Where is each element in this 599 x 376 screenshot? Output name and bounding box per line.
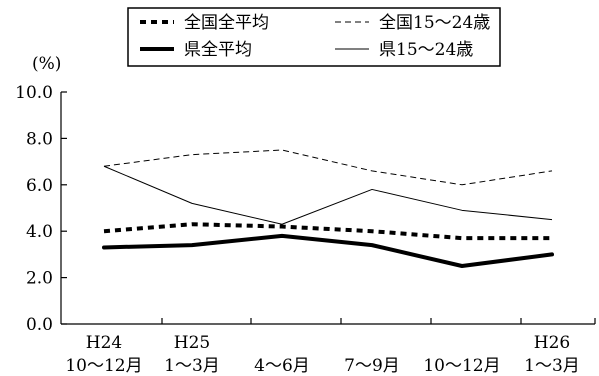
y-tick-label: 10.0: [15, 83, 53, 103]
series-line-3: [102, 233, 554, 268]
axes: 0.0 2.0 4.0 6.0 8.0 10.0: [15, 83, 596, 335]
x-tick-label-months: 10〜12月: [423, 356, 500, 376]
y-unit-label: (%): [32, 54, 61, 74]
legend-label: 全国全平均: [184, 13, 269, 33]
x-tick-label-months: 7〜9月: [344, 356, 400, 376]
series-line-1: [103, 222, 552, 241]
x-tick-label-months: 10〜12月: [65, 356, 142, 376]
x-tick-label-year: H25: [174, 333, 210, 353]
y-tick-label: 2.0: [26, 269, 53, 289]
x-tick-label-year: H24: [86, 333, 122, 353]
series-line-4: [103, 165, 553, 225]
legend-label: 全国15〜24歳: [379, 13, 490, 33]
legend-label: 県全平均: [184, 40, 252, 60]
x-tick-label-year: H26: [534, 333, 570, 353]
x-tick-label-months: 1〜3月: [164, 356, 220, 376]
x-tick-label-months: 4〜6月: [254, 356, 310, 376]
series-layer: [102, 149, 554, 268]
series-line-2: [103, 149, 553, 186]
legend-label: 県15〜24歳: [379, 40, 473, 60]
y-tick-label: 8.0: [26, 129, 53, 149]
y-tick-label: 4.0: [26, 222, 53, 242]
x-axis-labels: H24 10〜12月 H25 1〜3月 4〜6月 7〜9月 10〜12月 H26 1〜3月: [65, 333, 579, 376]
legend-box: [127, 7, 501, 67]
y-tick-label: 6.0: [26, 176, 53, 196]
x-tick-label-months: 1〜3月: [524, 356, 580, 376]
y-tick-label: 0.0: [26, 315, 53, 335]
